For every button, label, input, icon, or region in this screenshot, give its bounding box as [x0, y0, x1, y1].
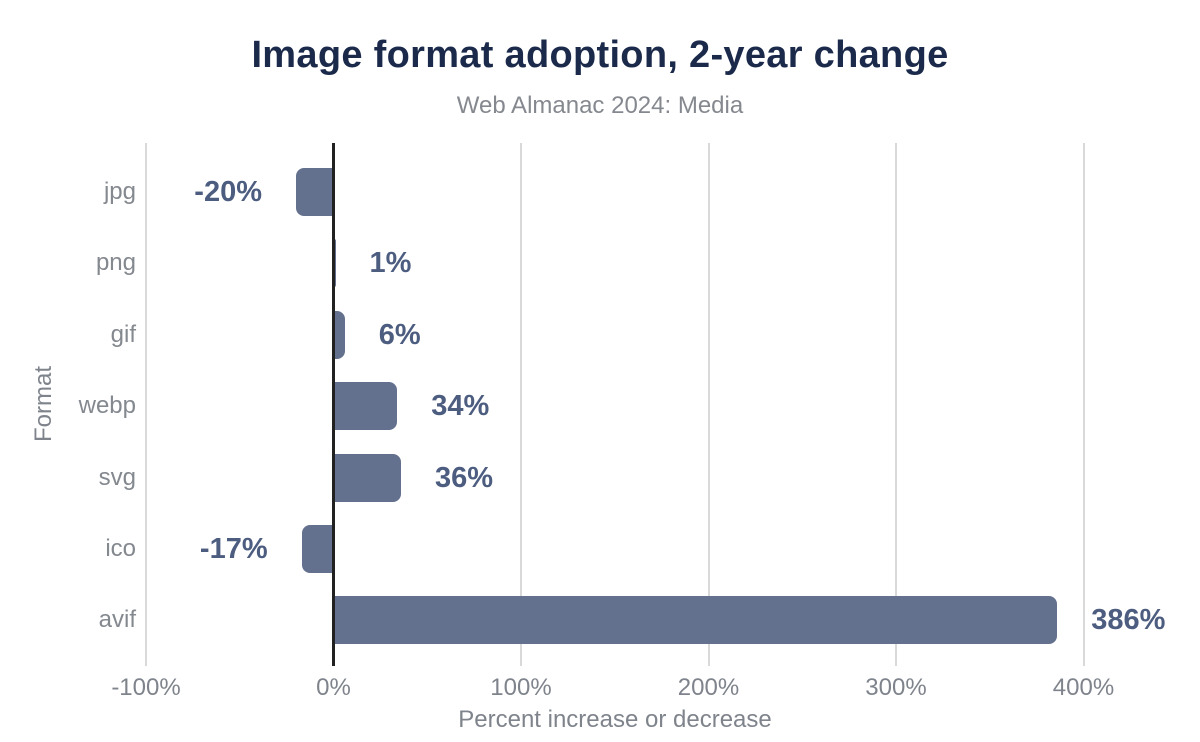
- value-label-jpg: -20%: [194, 176, 262, 208]
- bar-svg: [333, 453, 401, 502]
- category-label-gif: gif: [110, 320, 136, 348]
- value-label-gif: 6%: [378, 318, 421, 351]
- bar-gif: [333, 310, 345, 359]
- bar-jpg: [296, 168, 334, 216]
- bar-ico: [301, 525, 334, 573]
- category-label-ico: ico: [105, 535, 136, 562]
- gridline-400: [1082, 143, 1085, 666]
- bar-webp: [333, 382, 398, 431]
- x-tick-label: 100%: [490, 674, 552, 701]
- value-label-webp: 34%: [431, 390, 490, 423]
- value-label-avif: 386%: [1091, 604, 1166, 637]
- category-label-jpg: jpg: [103, 178, 136, 205]
- x-tick-label: 400%: [1052, 674, 1115, 701]
- category-label-avif: avif: [98, 606, 136, 634]
- category-label-webp: webp: [78, 392, 136, 420]
- x-tick-label: 0%: [316, 674, 351, 701]
- value-label-svg: 36%: [435, 461, 494, 494]
- x-tick-label: 200%: [677, 674, 740, 701]
- category-label-svg: svg: [98, 463, 136, 491]
- x-tick-label: -100%: [111, 674, 181, 701]
- gridline--100: [145, 143, 147, 666]
- value-label-png: 1%: [369, 247, 412, 280]
- value-label-ico: -17%: [199, 533, 268, 565]
- category-label-png: png: [95, 249, 136, 277]
- zero-axis-line: [332, 143, 335, 666]
- chart-subtitle: Web Almanac 2024: Media: [456, 92, 744, 119]
- x-tick-label: 300%: [865, 674, 927, 701]
- chart-title: Image format adoption, 2-year change: [251, 34, 949, 76]
- gridline-200: [707, 143, 710, 666]
- gridline-100: [520, 143, 522, 666]
- bar-avif: [333, 596, 1058, 645]
- gridline-300: [895, 143, 897, 666]
- x-axis-title: Percent increase or decrease: [458, 706, 772, 733]
